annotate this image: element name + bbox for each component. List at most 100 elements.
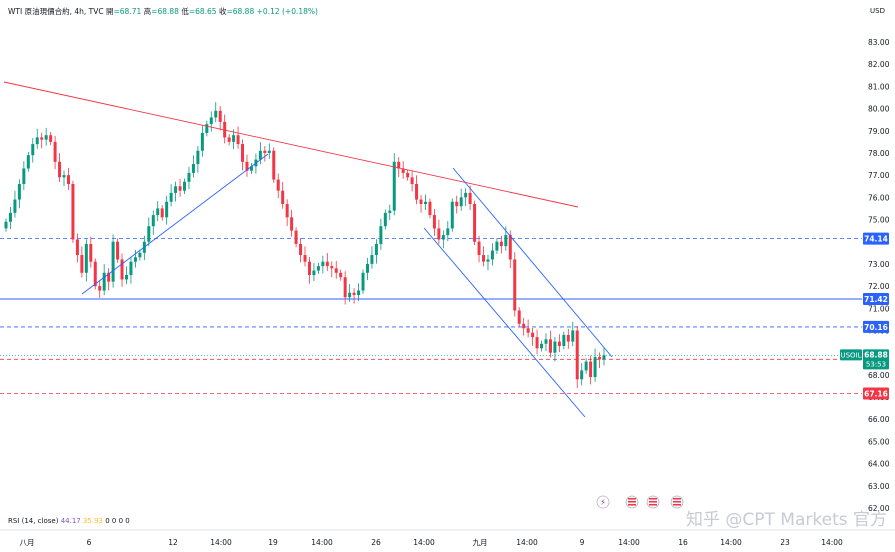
candle-body [272, 150, 276, 180]
y-tick-label: 68.00 [868, 371, 890, 380]
open-label: 開 [106, 7, 114, 16]
x-tick-label: 14:00 [311, 538, 333, 547]
candle-body [540, 343, 544, 349]
rsi-other-values: 0 0 0 0 [105, 517, 130, 525]
flag-stripe [673, 501, 681, 503]
candle-body [107, 272, 111, 282]
x-tick-label: 14:00 [413, 538, 435, 547]
candle-body [593, 357, 597, 378]
candle-body [584, 361, 588, 371]
y-tick-label: 83.00 [868, 38, 890, 47]
candle-body [339, 272, 343, 278]
x-tick-label: 八月 [20, 538, 35, 547]
candle-body [486, 259, 490, 262]
candle-body [495, 241, 499, 251]
flag-stripe [649, 501, 657, 503]
change-value: +0.12 (+0.18%) [256, 7, 318, 16]
candle-body [580, 370, 584, 380]
candle-body [508, 235, 512, 260]
candle-body [138, 252, 142, 258]
candle-body [415, 184, 419, 200]
y-tick-label: 82.00 [868, 60, 890, 69]
high-value: =68.88 [151, 7, 179, 16]
candle-body [13, 199, 17, 213]
candle-body [330, 266, 334, 269]
rsi-legend[interactable]: RSI (14, close) 44.17 35.93 0 0 0 0 [8, 517, 130, 525]
y-tick-label: 62.00 [868, 504, 890, 513]
candle-body [307, 261, 311, 275]
candle-body [89, 243, 93, 262]
currency-label[interactable]: USD [870, 7, 885, 15]
candle-body [263, 150, 267, 153]
candle-body [575, 330, 579, 380]
flag-stripe [628, 504, 636, 506]
candle-body [285, 203, 289, 218]
candle-body [374, 243, 378, 256]
candle-body [455, 201, 459, 207]
candle-body [200, 132, 204, 151]
candle-body [53, 141, 57, 162]
channel-upper-line [452, 167, 613, 358]
candle-body [513, 259, 517, 311]
candle-body [129, 261, 133, 275]
y-tick-label: 73.00 [868, 260, 890, 269]
candle-body [370, 255, 374, 264]
y-tick-label: 71.00 [868, 304, 890, 313]
candle-body [432, 215, 436, 229]
candle-body [151, 215, 155, 227]
candle-body [548, 339, 552, 353]
candle-body [602, 355, 606, 360]
candle-body [290, 217, 294, 231]
open-value: =68.71 [113, 7, 142, 16]
candle-body [209, 117, 213, 125]
candle-body [299, 243, 303, 256]
y-tick-label: 75.00 [868, 216, 890, 225]
level-tag [863, 292, 889, 305]
candle-body [477, 241, 481, 256]
candle-body [499, 241, 503, 247]
y-tick-label: 77.00 [868, 171, 890, 180]
red-trendline [3, 81, 579, 208]
symbol-tag-label: USOIL [840, 351, 861, 359]
candle-body [236, 135, 240, 145]
blue-trendline-support [81, 153, 269, 295]
candle-body [446, 228, 450, 236]
y-tick-label: 81.00 [868, 82, 890, 91]
candle-body [504, 235, 508, 247]
candle-body [258, 150, 262, 160]
candle-body [388, 210, 392, 213]
candle-body [303, 255, 307, 262]
candle-body [120, 259, 124, 280]
candle-body [116, 241, 120, 260]
candle-body [218, 110, 222, 122]
x-tick-label: 14:00 [821, 538, 843, 547]
y-tick-label: 72.00 [868, 282, 890, 291]
candle-body [31, 144, 35, 156]
candle-body [276, 179, 280, 191]
candle-body [169, 192, 173, 202]
flag-stripe [673, 504, 681, 506]
candle-body [187, 172, 191, 182]
candle-body [566, 334, 570, 342]
candle-body [526, 328, 530, 333]
candle-body [58, 161, 62, 178]
candle-body [84, 243, 88, 273]
candle-body [365, 263, 369, 273]
y-tick-label: 63.00 [868, 482, 890, 491]
symbol-header: WTI 原油現價合約, 4h, TVC 開=68.71 高=68.88 低=68… [8, 6, 318, 17]
candle-body [227, 137, 231, 142]
symbol-title[interactable]: WTI 原油現價合約, 4h, TVC [8, 7, 104, 16]
x-tick-label: 6 [87, 538, 92, 547]
candle-body [245, 161, 249, 171]
candle-body [160, 208, 164, 218]
flag-stripe [649, 498, 657, 500]
candle-body [450, 201, 454, 229]
candle-body [196, 150, 200, 165]
candle-body [214, 110, 218, 118]
level-label: 67.16 [864, 389, 888, 398]
rsi-label: RSI (14, close) [8, 517, 59, 525]
candle-body [383, 212, 387, 227]
candle-body [392, 161, 396, 211]
candle-body [183, 181, 187, 191]
